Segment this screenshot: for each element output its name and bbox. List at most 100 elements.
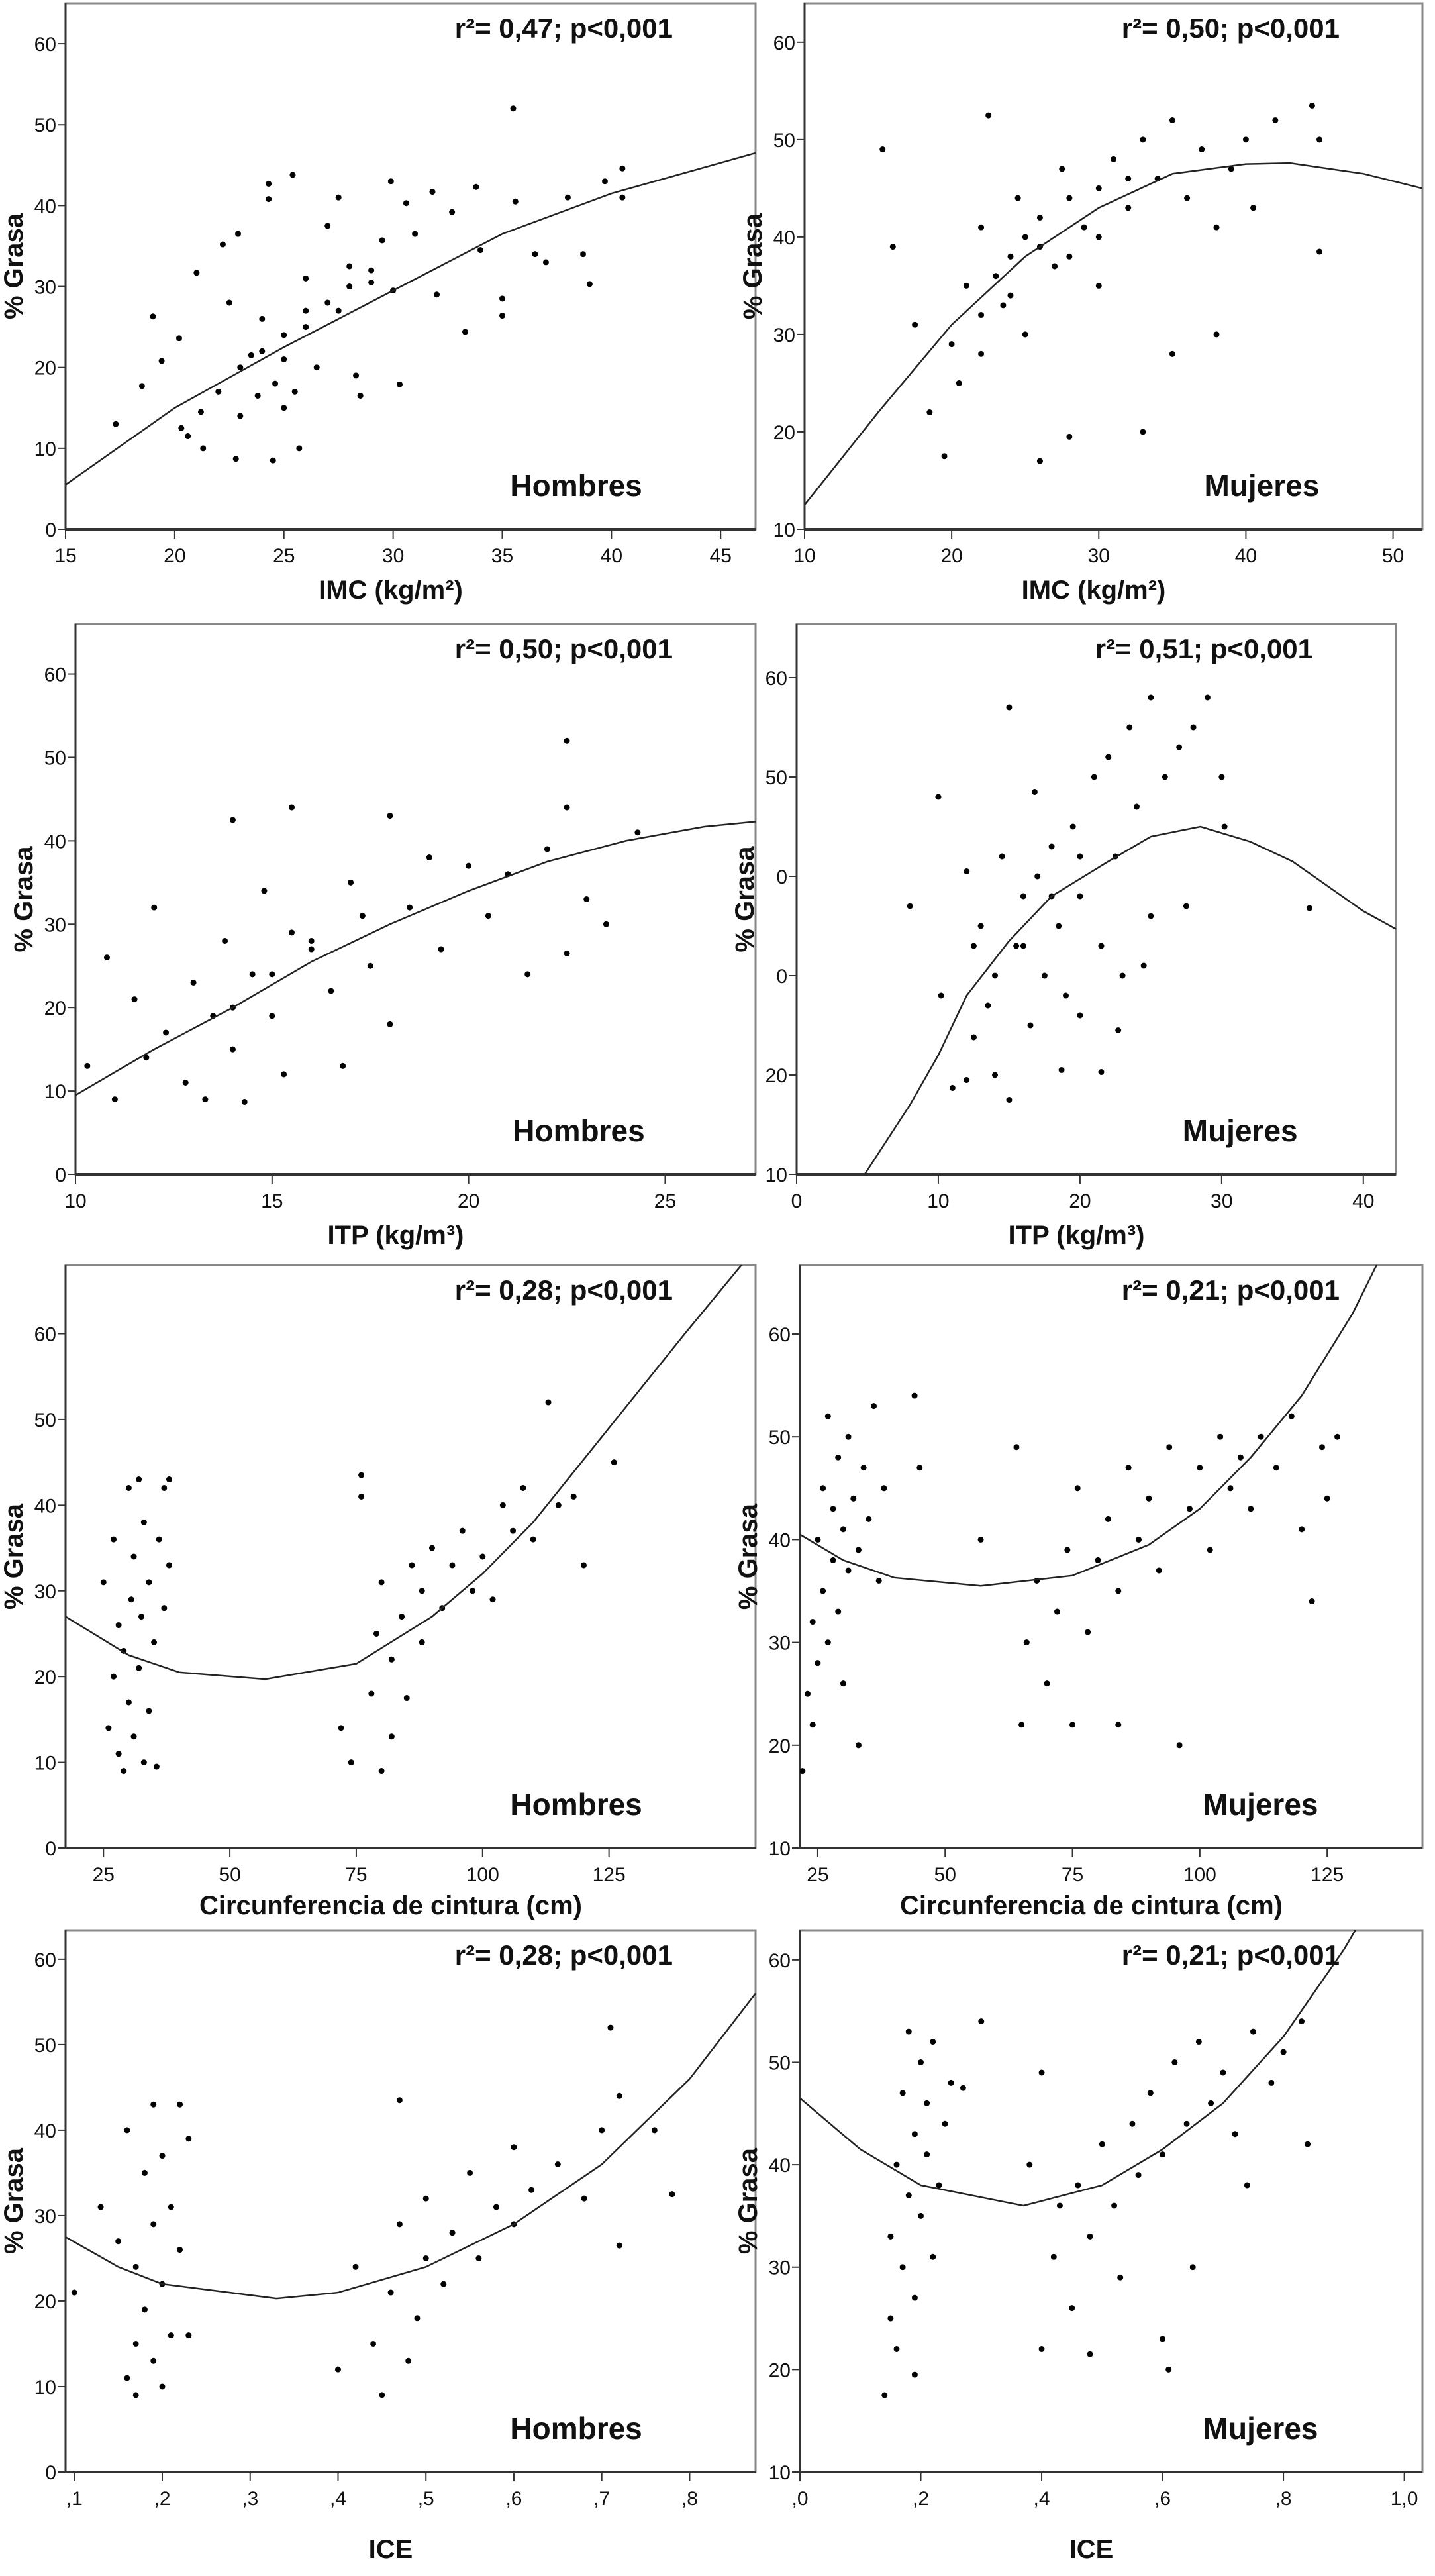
data-point bbox=[960, 2085, 966, 2091]
group-label: Hombres bbox=[510, 1787, 642, 1822]
data-point bbox=[1136, 1536, 1142, 1543]
data-point bbox=[1105, 1516, 1111, 1522]
x-axis-title: Circunferencia de cintura (cm) bbox=[199, 1891, 582, 1920]
data-point bbox=[916, 1465, 923, 1471]
group-label: Mujeres bbox=[1203, 1787, 1318, 1822]
y-tick-label: 30 bbox=[44, 914, 66, 936]
data-point bbox=[1183, 2120, 1190, 2127]
data-point bbox=[1309, 1598, 1315, 1605]
data-point bbox=[308, 937, 315, 944]
data-point bbox=[419, 1639, 425, 1645]
data-point bbox=[141, 2169, 148, 2176]
data-point bbox=[1146, 1495, 1152, 1502]
chart-panel-5: 25 50 75 100 125 0 10 20 30 40 50 60 r²= 0,28; p<0,0… bbox=[0, 1264, 757, 1920]
data-point bbox=[1140, 429, 1146, 435]
data-point bbox=[930, 2253, 936, 2260]
data-point bbox=[132, 2340, 139, 2347]
y-tick-label: 10 bbox=[34, 438, 56, 460]
data-point bbox=[1085, 1629, 1091, 1635]
data-point bbox=[599, 2127, 605, 2134]
y-tick-label: 0 bbox=[55, 1164, 66, 1186]
data-point bbox=[1036, 214, 1043, 221]
data-point bbox=[835, 1454, 842, 1461]
data-point bbox=[532, 251, 538, 258]
data-point bbox=[407, 904, 413, 911]
data-point bbox=[881, 2392, 888, 2398]
data-point bbox=[1125, 1465, 1132, 1471]
fit-curve bbox=[66, 1265, 743, 1680]
data-point bbox=[388, 1733, 395, 1740]
data-point bbox=[809, 1619, 816, 1625]
data-point bbox=[1111, 2202, 1118, 2209]
data-point bbox=[449, 2230, 456, 2236]
data-point bbox=[1050, 2253, 1057, 2260]
r-squared-annotation: r²= 0,47; p<0,001 bbox=[455, 13, 673, 44]
data-point bbox=[815, 1660, 821, 1667]
data-point bbox=[1318, 1444, 1325, 1451]
data-point bbox=[530, 1536, 536, 1543]
data-point bbox=[871, 1403, 877, 1410]
x-tick-label: 30 bbox=[382, 545, 404, 567]
data-point bbox=[835, 1608, 842, 1615]
data-point bbox=[866, 1516, 872, 1522]
data-point bbox=[409, 1562, 415, 1569]
group-label: Mujeres bbox=[1183, 1113, 1298, 1148]
data-point bbox=[1041, 972, 1048, 979]
data-point bbox=[1095, 1557, 1101, 1563]
data-point bbox=[978, 224, 985, 231]
y-tick-label: 40 bbox=[769, 2155, 791, 2177]
x-axis-title: IMC (kg/m²) bbox=[319, 576, 463, 605]
data-point bbox=[226, 299, 232, 306]
data-point bbox=[259, 348, 266, 354]
data-point bbox=[1316, 136, 1322, 143]
data-point bbox=[140, 1519, 147, 1525]
data-point bbox=[1038, 2345, 1045, 2352]
y-tick-label: 20 bbox=[34, 1667, 56, 1688]
data-point bbox=[942, 2120, 948, 2127]
data-point bbox=[178, 425, 185, 431]
data-point bbox=[1014, 195, 1021, 201]
y-tick-label: 50 bbox=[766, 767, 787, 789]
y-tick-label: 40 bbox=[769, 1529, 791, 1551]
x-tick-label: 125 bbox=[1311, 1864, 1344, 1886]
data-point bbox=[840, 1526, 846, 1533]
data-point bbox=[1220, 2069, 1226, 2076]
y-tick-label: 50 bbox=[34, 1410, 56, 1431]
data-point bbox=[1309, 102, 1315, 109]
data-point bbox=[1098, 943, 1105, 949]
x-tick-label: ,7 bbox=[593, 2488, 610, 2510]
data-point bbox=[1213, 331, 1220, 338]
data-point bbox=[429, 189, 436, 195]
data-point bbox=[1048, 843, 1055, 850]
data-point bbox=[146, 1708, 152, 1714]
data-point bbox=[544, 846, 550, 852]
data-point bbox=[449, 1562, 456, 1569]
data-point bbox=[881, 1485, 887, 1492]
y-tick-label: 10 bbox=[34, 2377, 56, 2398]
data-point bbox=[1227, 1485, 1234, 1492]
data-point bbox=[1183, 903, 1189, 909]
data-point bbox=[1218, 774, 1225, 780]
data-point bbox=[1119, 972, 1126, 979]
data-point bbox=[373, 1630, 379, 1637]
data-point bbox=[84, 1062, 91, 1069]
data-point bbox=[387, 1021, 393, 1027]
y-axis-title: % Grasa bbox=[0, 213, 28, 319]
data-point bbox=[1077, 1012, 1083, 1019]
y-axis-title: % Grasa bbox=[730, 846, 760, 953]
y-tick-label: 20 bbox=[44, 998, 66, 1019]
data-point bbox=[1111, 156, 1116, 162]
data-point bbox=[308, 946, 315, 953]
data-point bbox=[1250, 2028, 1256, 2035]
data-point bbox=[396, 2097, 403, 2104]
data-point bbox=[71, 2289, 77, 2296]
data-point bbox=[845, 1433, 852, 1440]
x-tick-label: 20 bbox=[940, 545, 962, 567]
data-point bbox=[378, 1768, 385, 1775]
data-point bbox=[924, 2151, 930, 2158]
y-tick-label: 40 bbox=[34, 2120, 56, 2142]
x-tick-label: 100 bbox=[1183, 1864, 1216, 1886]
data-point bbox=[261, 888, 268, 894]
data-point bbox=[1165, 2366, 1172, 2373]
data-point bbox=[1244, 2182, 1250, 2189]
